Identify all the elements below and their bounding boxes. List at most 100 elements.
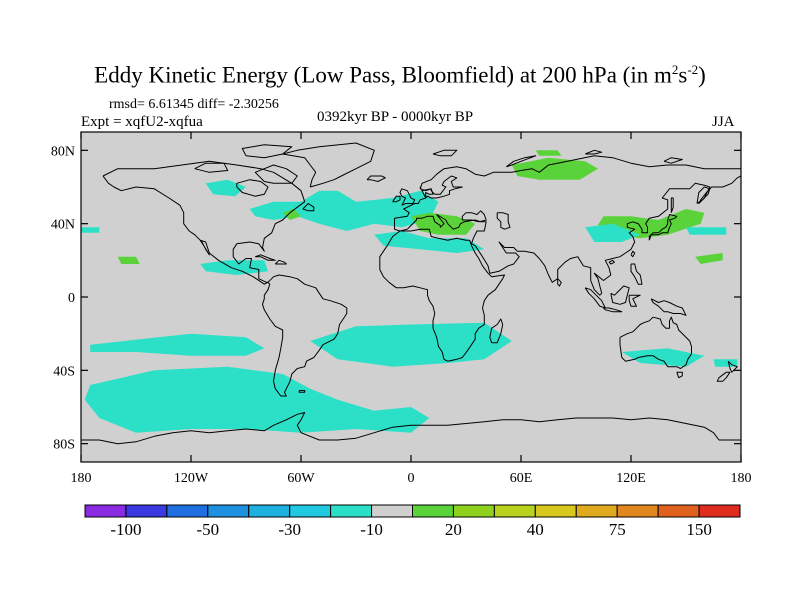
lon-tick-label: 180: [71, 471, 92, 486]
lat-tick-label: 80S: [53, 438, 75, 453]
anomaly-region-0: [249, 190, 439, 231]
title-close: ): [698, 62, 706, 88]
coastline-victoria-is: [194, 162, 229, 173]
lat-tick-label: 80N: [51, 144, 75, 159]
lat-tick-label: 40S: [53, 364, 75, 379]
coastline-philippines: [630, 263, 643, 285]
coastline-hainan: [608, 259, 615, 265]
coastline-antarctica: [81, 412, 741, 445]
coastline-caspian: [496, 212, 511, 230]
colorbar-swatch-3: [207, 504, 250, 518]
colorbar-label: -30: [278, 520, 301, 539]
lat-tick-label: 40N: [51, 218, 75, 233]
anomaly-regions: [81, 150, 738, 433]
anomaly-region-15: [310, 322, 512, 367]
coastline-australia: [619, 316, 692, 369]
coastline-svalbard: [432, 149, 458, 157]
colorbar-swatch-7: [371, 504, 413, 518]
anomaly-region-17: [227, 381, 283, 407]
colorbar-swatch-15: [698, 504, 741, 518]
coastline-borneo: [610, 285, 630, 305]
colorbar-swatch-14: [657, 504, 700, 518]
coastline-africa: [379, 228, 505, 362]
colorbar-swatch-0: [84, 504, 127, 518]
axis-ticks: 80N 40N 0 40S 80S 180 120W 60W 0 60E 120E 180: [51, 132, 752, 486]
anomaly-region-1: [205, 179, 246, 197]
colorbar-swatch-12: [575, 504, 618, 518]
lon-tick-label: 60E: [510, 471, 533, 486]
colorbar-label: 150: [686, 520, 712, 539]
coastline-novaya-zemlya: [506, 155, 537, 168]
coastline-new-siberian: [663, 157, 683, 164]
anomaly-region-3: [282, 209, 301, 220]
colorbar-label: 75: [609, 520, 626, 539]
coastline-sri-lanka: [557, 278, 562, 287]
expt-label: Expt = xqfU2-xqfua: [81, 114, 203, 130]
coastline-great-britain: [399, 188, 416, 206]
colorbar-label: -50: [196, 520, 219, 539]
season-label: JJA: [712, 114, 735, 130]
title-text: Eddy Kinetic Energy (Low Pass, Bloomfiel…: [94, 62, 672, 88]
coastline-cuba: [255, 254, 276, 261]
colorbar-swatch-9: [452, 504, 495, 518]
anomaly-region-10: [81, 227, 100, 233]
coastline-sulawesi: [628, 294, 641, 307]
coastline-south-america: [262, 274, 348, 397]
colorbar-swatch-5: [289, 504, 332, 518]
anomaly-region-18: [621, 348, 705, 367]
anomaly-region-8: [585, 223, 641, 242]
coastline-taiwan: [630, 250, 636, 258]
coastline-newfoundland: [302, 203, 315, 212]
anomaly-region-6: [535, 150, 562, 156]
colorbar-label: -10: [360, 520, 383, 539]
coastline-north-america: [102, 160, 306, 285]
coastline-hispaniola: [274, 259, 287, 265]
lon-tick-label: 180: [731, 471, 752, 486]
anomaly-region-13: [695, 253, 723, 264]
colorbar-swatch-8: [412, 504, 454, 518]
coastlines: [81, 142, 742, 445]
title-sup-1: 2: [671, 62, 679, 77]
anomaly-region-4: [374, 231, 485, 253]
coastline-black-sea: [461, 210, 487, 223]
coastline-iceland: [366, 175, 386, 182]
colorbar-swatch-10: [493, 504, 536, 518]
colorbar-swatch-11: [534, 504, 577, 518]
anomaly-region-12: [200, 260, 268, 275]
period-label: 0392kyr BP - 0000kyr BP: [317, 109, 474, 125]
chart-title: Eddy Kinetic Energy (Low Pass, Bloomfiel…: [0, 56, 800, 90]
coastline-ireland: [392, 195, 401, 203]
coastline-severnaya: [585, 149, 603, 155]
coastline-new-zealand-s: [716, 371, 731, 382]
stats-text: rmsd= 6.61345 diff= -2.30256: [109, 97, 279, 112]
lon-tick-label: 60W: [287, 471, 315, 486]
colorbar-swatch-6: [330, 504, 373, 518]
colorbar-swatch-1: [125, 504, 168, 518]
anomaly-region-9: [686, 227, 727, 235]
coastline-hudson-bay: [236, 179, 269, 197]
colorbar-label: 40: [527, 520, 544, 539]
coastline-japan: [648, 214, 678, 241]
anomaly-region-11: [117, 256, 140, 264]
lat-tick-label: 0: [68, 291, 75, 306]
coastline-falklands: [298, 390, 306, 393]
coastline-sumatra: [584, 287, 606, 309]
title-unit-s: s: [678, 62, 688, 88]
coastline-eurasia: [394, 155, 742, 296]
lon-tick-label: 120W: [174, 471, 209, 486]
coastline-baja: [199, 239, 210, 256]
coastline-madagascar: [489, 318, 504, 344]
lon-tick-label: 120E: [616, 471, 646, 486]
coastline-greenland: [282, 142, 375, 188]
coastline-java: [603, 307, 623, 313]
anomaly-region-5: [511, 157, 598, 180]
colorbar-label: -100: [110, 520, 141, 539]
anomaly-region-14: [90, 333, 265, 356]
lon-tick-label: 0: [408, 471, 415, 486]
coastline-sakhalin: [670, 197, 674, 213]
title-sup-2: -2: [687, 62, 699, 77]
coastline-baffin: [254, 164, 298, 184]
colorbar-swatch-4: [248, 504, 291, 518]
coastline-tasmania: [676, 371, 683, 379]
